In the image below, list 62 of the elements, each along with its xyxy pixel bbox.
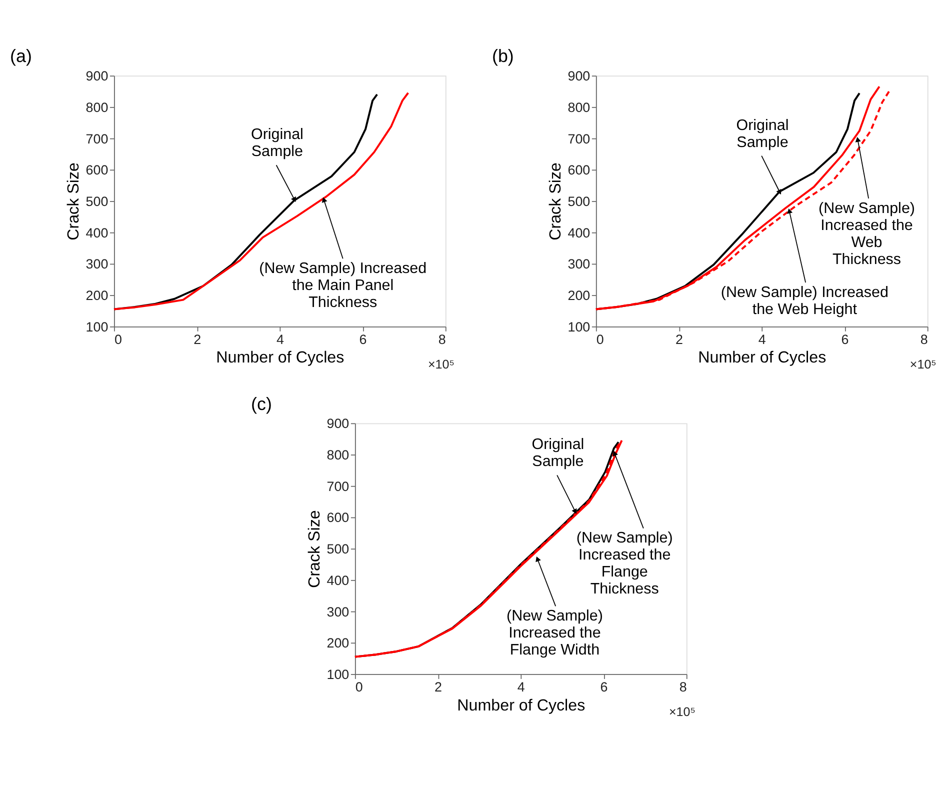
- annotation: Original Sample: [736, 116, 789, 151]
- annotation: Original Sample: [532, 436, 584, 470]
- y-tick-label: 400: [86, 225, 108, 240]
- annotation: (New Sample) Increased the Main Panel Thickness: [259, 260, 427, 312]
- x-tick-label: 8: [438, 332, 446, 347]
- text: ×10⁵: [910, 358, 936, 372]
- annotation: (New Sample) Increased the Flange Width: [506, 608, 603, 659]
- y-tick-label: 800: [568, 100, 590, 115]
- x-tick-label: 0: [114, 332, 122, 347]
- y-tick-label: 600: [86, 162, 108, 178]
- y-tick-label: 800: [86, 100, 108, 115]
- x-tick-label: 0: [596, 332, 604, 347]
- x-tick-label: 8: [920, 332, 928, 347]
- x-tick-label: 6: [600, 680, 608, 695]
- x-tick-label: 6: [359, 332, 367, 347]
- y-tick-label: 300: [86, 256, 108, 272]
- y-tick-label: 300: [326, 604, 350, 620]
- y-tick-label: 300: [568, 256, 590, 272]
- chart-title: (b): [492, 46, 514, 66]
- y-tick-label: 500: [568, 194, 590, 209]
- y-tick-label: 600: [568, 162, 590, 178]
- y-tick-label: 700: [568, 131, 590, 146]
- x-tick-label: 4: [517, 680, 526, 695]
- y-tick-label: 100: [326, 666, 350, 682]
- text: ×10⁵: [428, 358, 454, 372]
- y-tick-label: 400: [326, 572, 350, 588]
- y-tick-label: 100: [86, 319, 108, 334]
- chart-title: (a): [10, 46, 32, 66]
- x-axis-title: Number of Cycles: [698, 348, 826, 367]
- y-tick-label: 200: [86, 288, 108, 304]
- y-tick-label: 900: [326, 416, 350, 432]
- y-axis-title: Crack Size: [64, 162, 83, 240]
- text: ×10⁵: [668, 705, 696, 720]
- annotation: (New Sample) Increased the Web Height: [720, 284, 888, 318]
- x-axis-title: Number of Cycles: [216, 348, 344, 367]
- annotation: (New Sample) Increased the Flange Thickness: [576, 530, 673, 598]
- x-tick-label: 8: [679, 680, 687, 695]
- annotation: (New Sample) Increased the Web Thickness: [818, 200, 915, 268]
- y-tick-label: 200: [326, 636, 350, 651]
- y-axis-title: Crack Size: [306, 510, 324, 588]
- x-tick-label: 4: [758, 332, 766, 347]
- x-tick-label: 2: [194, 332, 202, 347]
- y-tick-label: 400: [568, 225, 590, 240]
- annotation: Original Sample: [250, 126, 304, 160]
- y-axis-title: Crack Size: [546, 162, 565, 240]
- x-axis-title: Number of Cycles: [457, 696, 586, 714]
- y-tick-label: 800: [326, 447, 350, 462]
- y-tick-label: 900: [568, 68, 590, 84]
- x-tick-label: 2: [434, 680, 442, 695]
- y-tick-label: 500: [326, 542, 350, 557]
- x-tick-label: 0: [355, 680, 363, 695]
- y-tick-label: 900: [86, 68, 108, 84]
- y-tick-label: 500: [86, 194, 108, 209]
- x-tick-label: 6: [841, 332, 849, 347]
- chart-title: (c): [251, 394, 272, 414]
- y-tick-label: 100: [568, 319, 590, 334]
- y-tick-label: 700: [326, 478, 350, 494]
- x-tick-label: 2: [676, 332, 683, 347]
- x-tick-label: 4: [276, 332, 284, 347]
- y-tick-label: 700: [86, 131, 108, 146]
- y-tick-label: 600: [326, 510, 350, 526]
- y-tick-label: 200: [568, 288, 590, 304]
